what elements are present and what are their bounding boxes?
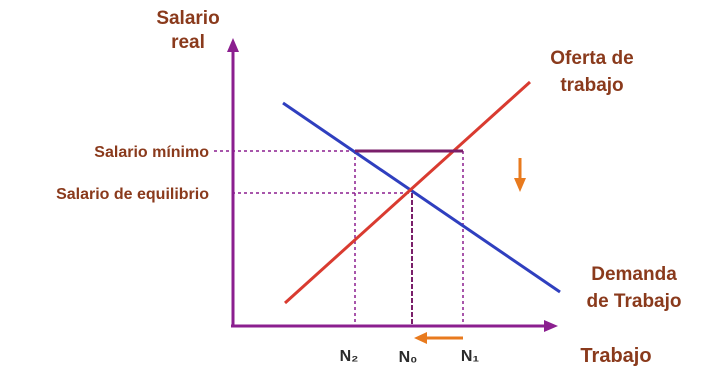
supply-curve (283, 80, 532, 305)
wage-eq-label: Salario de equilibrio (56, 186, 209, 203)
y-axis-label-line2: real (171, 32, 205, 53)
n1-label: N₁ (461, 348, 480, 365)
wage-min-label: Salario mínimo (94, 144, 209, 161)
axes (227, 38, 558, 332)
y-axis-label-line1: Salario (156, 8, 219, 29)
demand-label-line2: de Trabajo (586, 291, 681, 312)
y-axis-arrowhead (227, 38, 239, 52)
n2-label: N₂ (340, 348, 359, 365)
supply-label-line2: trabajo (560, 75, 623, 96)
down-arrow (514, 158, 526, 192)
supply-label-line1: Oferta de (550, 48, 633, 69)
x-axis-arrowhead (544, 320, 558, 332)
demand-label-line1: Demanda (591, 264, 677, 285)
x-axis-label: Trabajo (580, 345, 651, 367)
demand-curve (282, 101, 561, 294)
n0-label: N₀ (399, 349, 418, 366)
left-arrow (414, 332, 463, 344)
guide-lines (214, 150, 464, 326)
